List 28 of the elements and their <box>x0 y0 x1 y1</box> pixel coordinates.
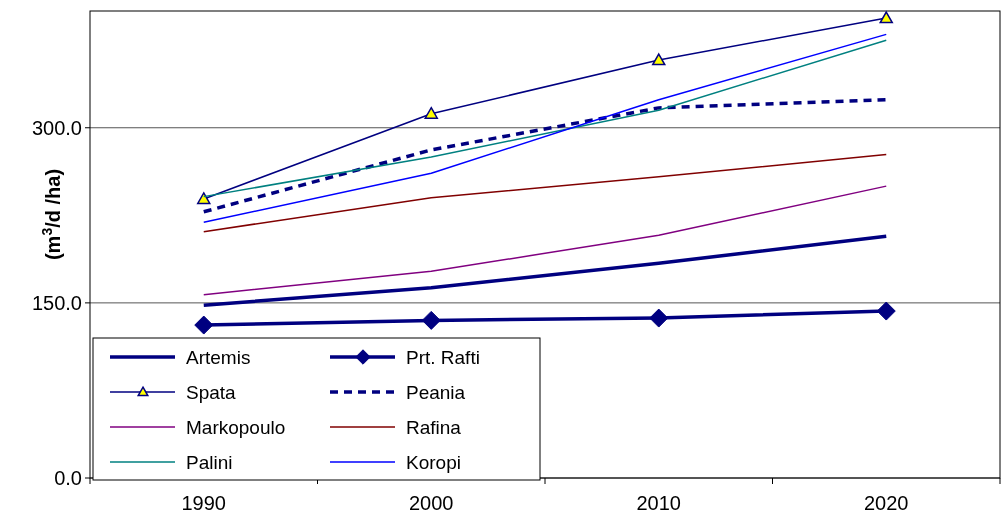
line-series <box>202 97 888 214</box>
legend-label: Koropi <box>406 451 461 473</box>
x-tick-label: 2000 <box>409 492 454 514</box>
line-series <box>202 234 888 307</box>
point <box>421 310 441 330</box>
x-tick-label: 1990 <box>181 492 226 514</box>
legend-label: Spata <box>186 381 237 403</box>
legend-label: Rafina <box>406 416 462 438</box>
legend-label: Markopoulo <box>186 416 286 438</box>
x-tick-label: 2010 <box>636 492 681 514</box>
point <box>424 106 438 119</box>
y-tick-label: 300.0 <box>31 116 82 139</box>
legend-label: Artemis <box>186 346 251 368</box>
point <box>876 301 896 321</box>
point <box>879 11 893 24</box>
legend-label: Palini <box>186 451 233 473</box>
point <box>194 315 214 335</box>
line-series <box>203 185 887 296</box>
legend-label: Prt. Rafti <box>406 346 480 368</box>
x-tick-label: 2020 <box>864 492 909 514</box>
y-tick-label: 150.0 <box>31 291 82 314</box>
line-series <box>203 153 887 233</box>
point <box>652 53 666 66</box>
legend-label: Peania <box>406 381 466 403</box>
point <box>649 308 669 328</box>
point <box>197 192 211 205</box>
line-series <box>203 33 887 224</box>
y-tick-label: 0.0 <box>54 467 82 489</box>
